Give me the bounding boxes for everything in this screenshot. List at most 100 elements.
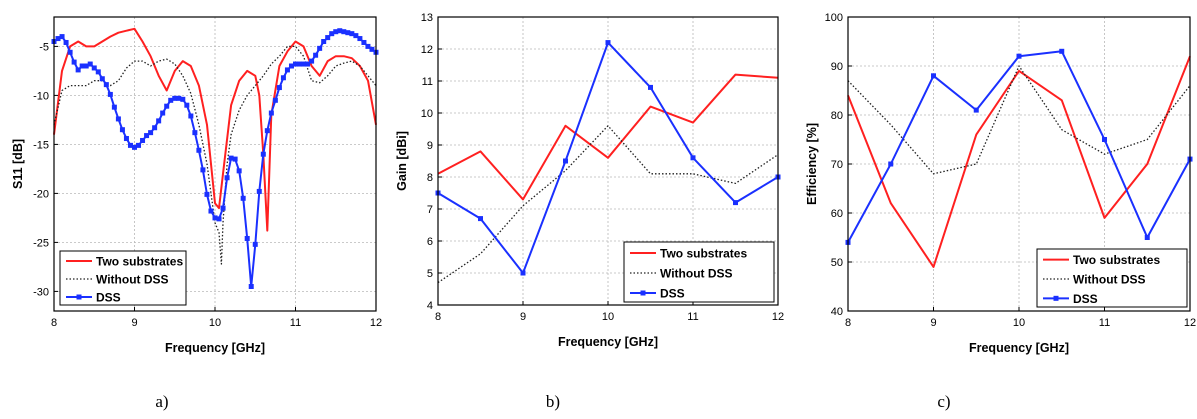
data-point (75, 67, 81, 73)
data-point (321, 39, 327, 44)
data-point (152, 125, 158, 131)
legend: Two substrates Without DSS DSS (1036, 248, 1188, 308)
x-tick-label: 11 (290, 317, 301, 329)
y-tick-label: 90 (831, 61, 843, 73)
y-tick-label: 70 (831, 159, 843, 171)
data-point (345, 30, 351, 36)
data-point (248, 284, 254, 289)
x-tick-label: 10 (1013, 317, 1025, 329)
data-point (264, 128, 270, 134)
data-point (140, 137, 146, 143)
y-tick-label: 10 (421, 108, 433, 120)
data-point (132, 144, 137, 150)
x-tick-label: 9 (520, 311, 526, 323)
data-point (144, 133, 150, 139)
data-point (79, 63, 85, 69)
y-axis-label: Gain [dBi] (395, 131, 409, 191)
y-tick-label: 60 (831, 208, 843, 220)
data-point (236, 168, 242, 174)
data-point (83, 63, 89, 69)
y-tick-label: 80 (831, 110, 843, 122)
data-point (690, 155, 696, 161)
y-tick-label: -25 (33, 237, 49, 249)
y-tick-label: 6 (427, 236, 433, 248)
x-tick-label: 9 (131, 317, 137, 329)
chart-c: 8 9 10 11 12 40 50 60 70 80 90 100 Frequency [GHz] Ef… (805, 12, 1196, 355)
y-tick-label: 5 (427, 268, 433, 280)
data-point (184, 102, 190, 108)
data-point (224, 175, 230, 181)
data-point (1144, 235, 1150, 240)
data-point (309, 58, 315, 64)
data-point (168, 97, 174, 103)
legend-label: DSS (1073, 292, 1098, 306)
legend-marker (1053, 295, 1059, 301)
caption-c: c) (937, 392, 951, 411)
x-axis-label: Frequency [GHz] (558, 335, 658, 349)
data-point (216, 216, 222, 222)
y-tick-label: 11 (422, 76, 433, 88)
data-point (260, 151, 266, 157)
y-tick-label: 13 (421, 12, 433, 24)
data-point (733, 200, 738, 206)
data-point (317, 45, 323, 51)
data-point (160, 110, 166, 116)
data-point (172, 95, 178, 101)
data-point (301, 61, 307, 67)
series-line-without-dss (847, 65, 1191, 175)
y-tick-label: 8 (427, 172, 433, 184)
data-point (325, 35, 331, 41)
chart-b: 8 9 10 11 12 4 5 6 7 8 9 10 11 12 13 Frequency [GHz] Gai… (395, 12, 784, 349)
data-point (353, 33, 359, 39)
data-point (888, 161, 894, 167)
data-point (192, 130, 198, 136)
data-point (188, 113, 194, 119)
data-point (931, 73, 936, 79)
data-point (176, 95, 182, 101)
data-point (313, 52, 319, 58)
y-tick-label: -15 (33, 139, 49, 151)
data-point (164, 103, 170, 109)
data-point (365, 43, 371, 49)
data-point (240, 195, 246, 201)
chart-a: 8 9 10 11 12 -30 -25 -20 -15 -10 -5 Frequency [GHz]… (11, 16, 382, 355)
data-point (268, 110, 274, 116)
legend-label: Without DSS (660, 267, 733, 281)
x-tick-label: 12 (1184, 317, 1196, 329)
data-point (59, 34, 65, 40)
data-point (337, 28, 343, 34)
data-point (333, 29, 339, 35)
y-axis-label: S11 [dB] (11, 139, 25, 189)
data-point (127, 142, 133, 148)
data-point (208, 208, 214, 214)
x-tick-label: 11 (687, 311, 698, 323)
data-point (1059, 48, 1065, 54)
data-point (361, 39, 367, 45)
series-line-two-substrates (53, 27, 377, 232)
y-axis-label: Efficiency [%] (805, 123, 819, 205)
legend-marker (76, 294, 82, 300)
data-point (71, 59, 77, 65)
data-point (99, 76, 105, 82)
data-point (123, 136, 129, 142)
data-point (148, 130, 154, 136)
x-tick-label: 8 (435, 311, 441, 323)
x-tick-label: 12 (772, 311, 784, 323)
data-point (305, 61, 311, 67)
x-tick-label: 10 (209, 317, 221, 329)
series-line-two-substrates (847, 55, 1191, 268)
data-point (357, 36, 363, 42)
y-tick-label: 12 (421, 44, 433, 56)
y-tick-label: 100 (825, 12, 843, 24)
legend-marker (640, 290, 646, 296)
data-point (91, 65, 97, 71)
legend-label: Two substrates (1073, 253, 1160, 267)
data-point (256, 188, 262, 194)
data-point (156, 118, 162, 124)
x-tick-label: 10 (602, 311, 614, 323)
data-point (87, 61, 93, 67)
data-point (103, 82, 109, 88)
data-point (563, 158, 568, 164)
series-line-without-dss (437, 125, 779, 284)
